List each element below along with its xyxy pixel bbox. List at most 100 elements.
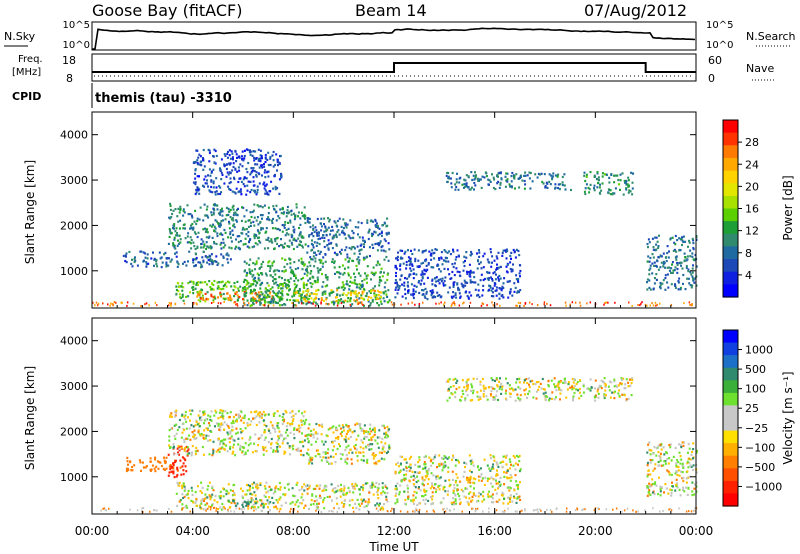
data-cell <box>249 149 251 152</box>
data-cell <box>492 272 495 275</box>
data-cell <box>627 179 630 182</box>
data-cell <box>431 495 434 498</box>
data-cell <box>464 397 467 400</box>
data-cell <box>232 446 235 449</box>
data-cell <box>466 385 469 388</box>
data-cell <box>383 491 386 494</box>
data-cell <box>662 279 665 282</box>
data-cell <box>538 385 541 388</box>
data-cell <box>256 272 259 275</box>
data-cell <box>244 292 247 295</box>
data-cell <box>423 461 426 464</box>
data-cell <box>295 501 298 504</box>
data-cell <box>337 229 340 232</box>
data-cell <box>317 237 320 241</box>
data-cell <box>438 268 441 271</box>
data-cell <box>277 435 280 438</box>
data-cell <box>265 296 267 299</box>
data-cell <box>469 281 472 284</box>
data-cell <box>647 255 650 258</box>
data-cell <box>232 443 235 446</box>
data-cell <box>405 466 408 470</box>
data-cell <box>654 236 657 239</box>
data-cell <box>249 191 252 194</box>
data-cell <box>377 297 380 300</box>
data-cell <box>456 488 459 491</box>
data-cell <box>359 427 362 430</box>
data-cell <box>486 398 489 401</box>
data-cell <box>307 217 310 220</box>
data-cell <box>293 291 296 294</box>
data-cell <box>462 286 465 289</box>
data-cell <box>176 234 179 237</box>
data-cell <box>306 219 309 222</box>
data-cell <box>468 454 471 457</box>
data-cell <box>207 174 209 177</box>
data-cell <box>225 285 228 288</box>
data-cell <box>190 224 192 227</box>
data-cell <box>409 466 412 469</box>
data-cell <box>284 221 287 224</box>
data-cell <box>425 258 428 261</box>
data-cell <box>201 184 204 187</box>
data-cell <box>262 296 265 299</box>
data-cell <box>589 389 592 392</box>
data-cell <box>695 265 698 268</box>
data-cell <box>473 487 475 490</box>
data-cell <box>619 173 622 176</box>
data-cell <box>189 280 192 283</box>
data-cell <box>469 188 472 191</box>
data-cell <box>477 398 480 401</box>
data-cell <box>409 257 412 260</box>
data-cell <box>224 154 227 157</box>
data-cell <box>179 219 182 222</box>
data-cell <box>358 488 361 491</box>
data-cell <box>637 304 639 306</box>
data-cell <box>187 282 190 285</box>
data-cell <box>168 302 171 304</box>
data-cell <box>425 470 428 473</box>
data-cell <box>478 468 481 471</box>
data-cell <box>465 390 468 393</box>
data-cell <box>655 278 658 281</box>
data-cell <box>325 276 328 279</box>
data-cell <box>509 387 511 391</box>
data-cell <box>439 484 442 487</box>
data-cell <box>255 171 258 174</box>
data-cell <box>495 482 498 485</box>
data-cell <box>312 433 315 436</box>
data-cell <box>324 274 327 277</box>
data-cell <box>474 494 477 497</box>
data-cell <box>596 172 599 175</box>
data-cell <box>378 436 381 439</box>
data-cell <box>281 442 284 445</box>
data-cell <box>264 192 267 195</box>
data-cell <box>548 173 551 176</box>
data-cell <box>314 455 317 458</box>
data-cell <box>228 162 230 165</box>
data-cell <box>410 293 413 296</box>
data-cell <box>191 409 194 412</box>
data-cell <box>366 274 369 277</box>
data-cell <box>466 379 469 382</box>
data-cell <box>252 262 255 265</box>
data-cell <box>255 193 258 196</box>
data-cell <box>542 182 545 185</box>
data-cell <box>248 151 251 154</box>
data-cell <box>398 491 401 494</box>
data-cell <box>355 506 358 509</box>
data-cell <box>451 458 453 461</box>
data-cell <box>406 487 409 490</box>
data-cell <box>461 302 464 305</box>
data-cell <box>385 431 387 434</box>
data-cell <box>315 422 318 426</box>
data-cell <box>469 491 472 494</box>
data-cell <box>466 294 469 298</box>
data-cell <box>251 210 254 214</box>
data-cell <box>378 483 381 486</box>
data-cell <box>185 445 188 449</box>
data-cell <box>218 437 220 440</box>
data-cell <box>146 257 149 260</box>
data-cell <box>346 283 349 286</box>
data-cell <box>394 485 397 488</box>
